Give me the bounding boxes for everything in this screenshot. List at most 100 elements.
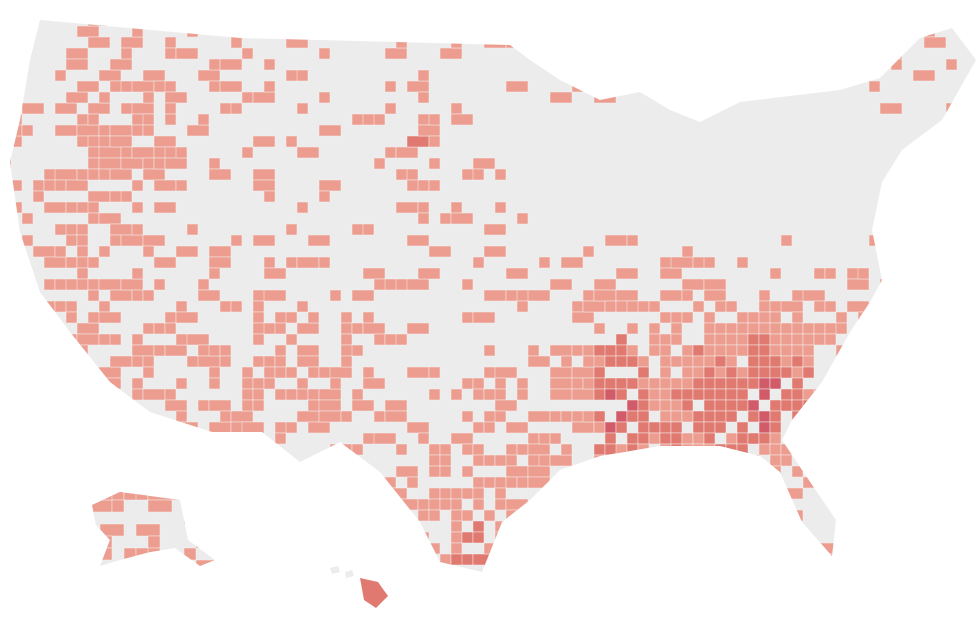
county (10, 124, 23, 137)
county (879, 289, 903, 302)
county (505, 509, 529, 522)
county (681, 498, 705, 511)
county (516, 542, 529, 555)
county (428, 498, 441, 511)
county (802, 289, 826, 302)
county (142, 69, 166, 82)
county (593, 388, 606, 401)
county (406, 135, 430, 148)
county (417, 179, 430, 192)
county (131, 201, 144, 214)
county (21, 300, 45, 313)
county (780, 344, 793, 357)
county (615, 498, 628, 511)
county (934, 388, 947, 401)
county (604, 344, 617, 357)
county (582, 344, 595, 357)
county (362, 223, 375, 236)
county (87, 36, 111, 49)
county (802, 355, 815, 368)
county (461, 278, 474, 291)
county (472, 157, 496, 170)
county (659, 311, 672, 324)
county (109, 432, 122, 445)
county (780, 300, 804, 313)
county (296, 388, 309, 401)
county (538, 454, 551, 467)
county (681, 355, 694, 368)
county (197, 113, 210, 126)
county (549, 377, 573, 390)
county (549, 388, 573, 401)
county (318, 388, 342, 401)
county (571, 344, 584, 357)
county (714, 399, 727, 412)
county (758, 366, 771, 379)
county (593, 377, 606, 390)
county (945, 311, 969, 324)
county (120, 47, 133, 60)
county (384, 47, 408, 60)
county (142, 289, 155, 302)
county (956, 234, 969, 247)
county (824, 377, 837, 390)
county (736, 344, 749, 357)
county (670, 432, 683, 445)
county (384, 410, 408, 423)
county (439, 47, 463, 60)
county (252, 355, 265, 368)
county (417, 69, 430, 82)
county (857, 443, 881, 456)
county (263, 366, 276, 379)
county (351, 520, 364, 533)
county (175, 410, 188, 423)
county (714, 366, 727, 379)
county (791, 366, 804, 379)
county (758, 410, 771, 423)
county (593, 278, 617, 291)
county (747, 454, 760, 467)
county (791, 344, 804, 357)
county (714, 388, 727, 401)
county (758, 388, 771, 401)
county (230, 542, 243, 555)
county (384, 20, 408, 27)
county (109, 223, 133, 236)
county (428, 509, 441, 522)
county (87, 20, 111, 27)
county (428, 366, 441, 379)
county (769, 454, 782, 467)
county (769, 498, 782, 511)
county (879, 47, 903, 60)
county (857, 542, 881, 555)
county (241, 443, 265, 456)
county (725, 531, 738, 544)
county (901, 388, 925, 401)
county (945, 58, 958, 71)
county (87, 113, 100, 126)
county (505, 80, 529, 93)
county (769, 267, 782, 280)
county (813, 421, 826, 434)
county (912, 69, 936, 82)
county (527, 465, 551, 478)
county (285, 36, 309, 49)
county (263, 190, 276, 203)
county (780, 498, 793, 511)
county (142, 234, 166, 247)
county (714, 410, 727, 423)
county (98, 146, 122, 159)
county (835, 432, 848, 445)
county (813, 476, 837, 489)
county (681, 245, 694, 258)
county (549, 432, 562, 445)
county (153, 344, 166, 357)
county (637, 410, 650, 423)
county (703, 421, 716, 434)
county (147, 492, 173, 501)
county (65, 333, 78, 346)
county (159, 559, 185, 566)
county (747, 366, 760, 379)
county (879, 388, 892, 401)
county (208, 267, 221, 280)
